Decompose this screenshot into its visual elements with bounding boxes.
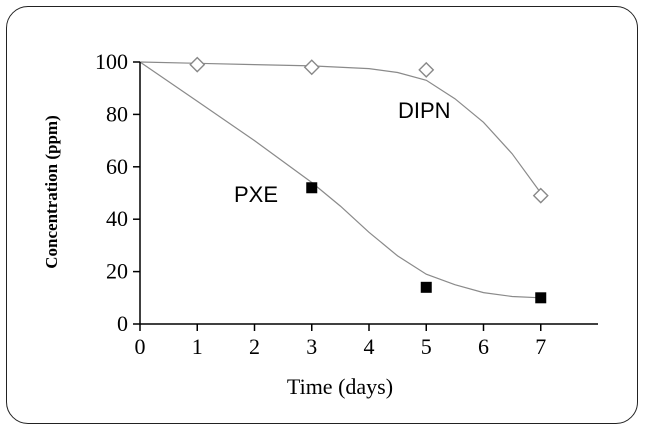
data-point-pxe [306, 182, 318, 194]
data-point-dipn [418, 61, 435, 78]
x-tick-label: 4 [364, 334, 375, 359]
series-label-pxe: PXE [234, 182, 278, 207]
data-point-dipn [303, 59, 320, 76]
x-axis-title: Time (days) [287, 374, 393, 399]
data-point-pxe [420, 281, 432, 293]
chart-frame [6, 6, 638, 424]
x-tick-label: 2 [249, 334, 260, 359]
x-tick-label: 3 [306, 334, 317, 359]
y-tick-label: 60 [106, 154, 128, 179]
axes [139, 62, 598, 325]
y-tick-label: 0 [117, 311, 128, 336]
y-tick-label: 100 [95, 49, 128, 74]
ticks: 0 1 2 3 4 5 6 7 0 20 40 60 80 100 [95, 49, 546, 359]
series-label-dipn: DIPN [398, 98, 451, 123]
x-tick-label: 7 [535, 334, 546, 359]
y-axis-title: Concentration (ppm) [42, 115, 61, 268]
x-tick-label: 0 [135, 334, 146, 359]
fit-curves [139, 61, 542, 299]
y-tick-label: 20 [106, 259, 128, 284]
data-point-dipn [532, 187, 549, 204]
fit-curve-dipn [139, 61, 542, 194]
y-tick-label: 40 [106, 206, 128, 231]
data-point-pxe [535, 292, 547, 304]
x-tick-label: 1 [192, 334, 203, 359]
x-tick-label: 5 [421, 334, 432, 359]
data-point-dipn [189, 56, 206, 73]
fit-curve-pxe [139, 61, 541, 299]
data-markers [189, 56, 549, 304]
y-tick-label: 80 [106, 101, 128, 126]
x-tick-label: 6 [478, 334, 489, 359]
